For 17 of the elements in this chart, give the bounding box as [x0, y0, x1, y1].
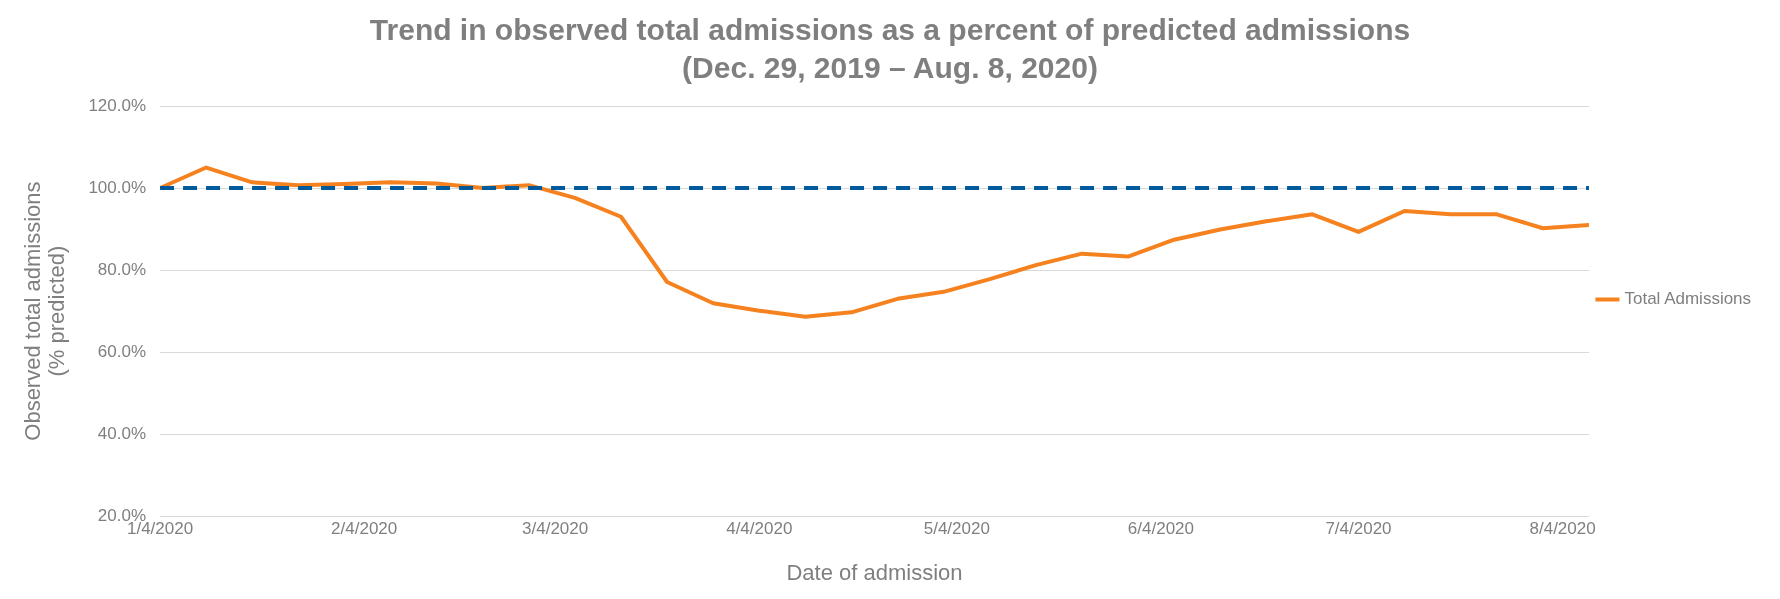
legend-label: Total Admissions: [1624, 289, 1752, 309]
x-axis-title: Date of admission: [786, 559, 963, 585]
y-tick-label: 120.0%: [88, 95, 147, 115]
x-tick-label: 8/4/2020: [1529, 519, 1596, 539]
chart-subtitle: (Dec. 29, 2019 – Aug. 8, 2020): [682, 51, 1098, 85]
y-axis-title: Observed total admissions (% predicted): [20, 181, 70, 441]
x-tick-label: 7/4/2020: [1325, 519, 1392, 539]
x-tick-label: 3/4/2020: [522, 519, 589, 539]
y-tick-label: 60.0%: [97, 341, 147, 361]
y-tick-label: 40.0%: [97, 423, 147, 443]
x-tick-label: 2/4/2020: [331, 519, 398, 539]
y-tick-label: 100.0%: [88, 177, 147, 197]
x-tick-label: 4/4/2020: [726, 519, 793, 539]
chart-title: Trend in observed total admissions as a percent of predicted admissions: [369, 13, 1411, 47]
x-tick-label: 6/4/2020: [1127, 519, 1195, 539]
x-tick-label: 5/4/2020: [923, 519, 990, 539]
y-tick-label: 80.0%: [97, 259, 147, 279]
